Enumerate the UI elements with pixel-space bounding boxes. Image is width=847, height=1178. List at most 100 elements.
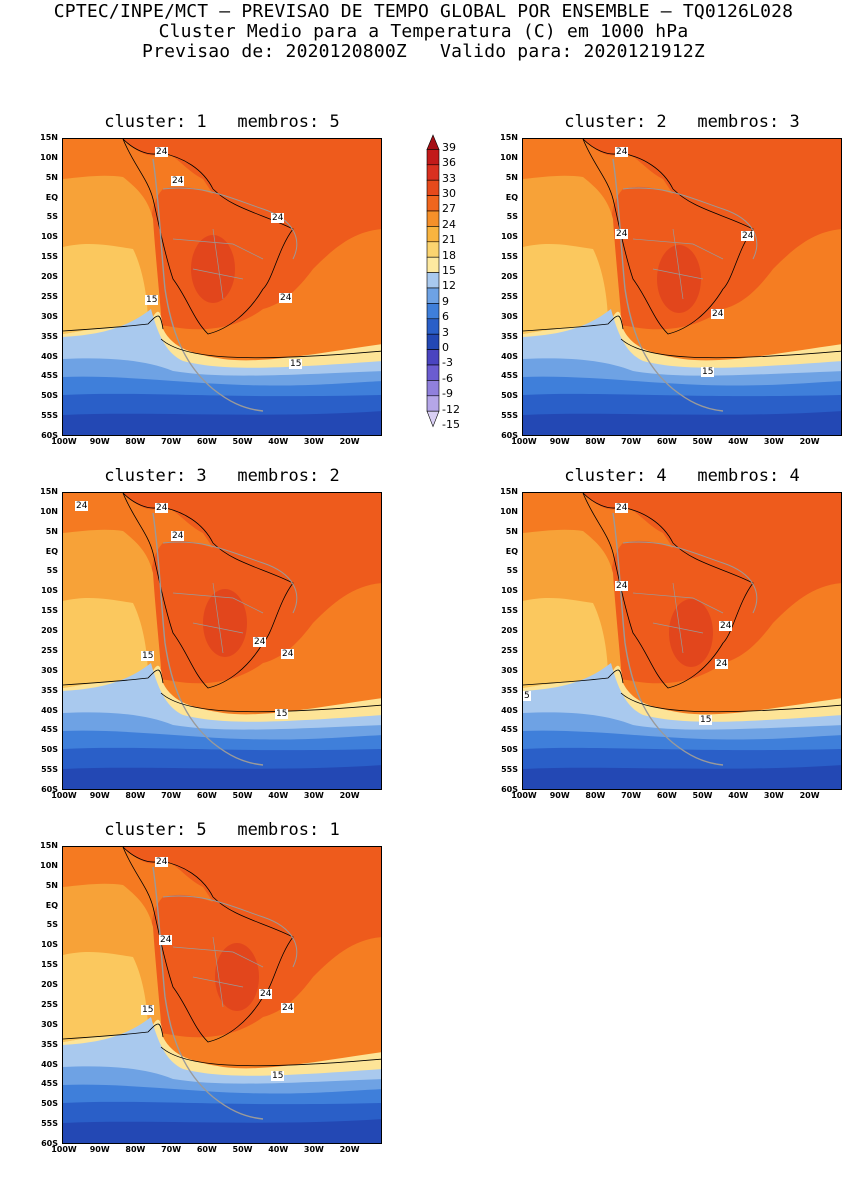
- lat-tick-label: 5S: [46, 566, 58, 576]
- lon-tick-label: 70W: [161, 791, 182, 800]
- lon-tick-label: 30W: [303, 1145, 324, 1154]
- lat-tick-label: 45S: [41, 1079, 58, 1089]
- colorbar-label: -15: [442, 417, 460, 431]
- lon-tick-label: 50W: [232, 437, 253, 446]
- lat-tick-label: 50S: [501, 391, 518, 401]
- contour-label: 24: [615, 581, 629, 591]
- lon-tick-label: 70W: [621, 437, 642, 446]
- lon-tick-label: 60W: [196, 1145, 217, 1154]
- lat-tick-label: 5N: [505, 526, 518, 536]
- map-area: 24 24 24 24 15 15: [62, 138, 382, 436]
- lon-tick-label: 40W: [268, 1145, 289, 1154]
- lon-tick-label: 90W: [549, 437, 570, 446]
- lat-tick-label: 20S: [41, 980, 58, 990]
- colorbar-label: -3: [442, 356, 453, 370]
- contour-label: 24: [615, 229, 629, 239]
- lon-tick-label: 50W: [232, 1145, 253, 1154]
- colorbar-label: 3: [442, 325, 449, 339]
- colorbar-label: 21: [442, 233, 456, 247]
- contour-label: 24: [75, 501, 89, 511]
- lon-tick-label: 80W: [585, 791, 606, 800]
- map-panel-3: cluster: 3 membros: 2 24 24 24 24 24 15 15 15N 1…: [22, 466, 422, 824]
- lon-tick-label: 20W: [799, 791, 820, 800]
- contour-label: 15: [141, 651, 155, 661]
- lat-tick-label: 25S: [41, 645, 58, 655]
- temperature-field: [63, 493, 381, 789]
- lat-tick-label: 15S: [41, 960, 58, 970]
- contour-label: 24: [711, 309, 725, 319]
- lat-tick-label: 15N: [40, 487, 58, 496]
- lat-tick-label: 5N: [505, 172, 518, 182]
- lat-tick-label: 60S: [41, 785, 58, 794]
- lat-tick-label: 20S: [501, 626, 518, 636]
- colorbar-label: 9: [442, 294, 449, 308]
- contour-label: 24: [279, 293, 293, 303]
- lat-tick-label: 55S: [41, 411, 58, 421]
- lat-tick-label: 40S: [41, 351, 58, 361]
- lon-tick-label: 40W: [728, 791, 749, 800]
- contour-label: 24: [719, 621, 733, 631]
- lat-tick-label: 15S: [501, 606, 518, 616]
- map-panel-2: cluster: 2 membros: 3 24 24 24 24 15 15N 10N 5N…: [482, 112, 847, 470]
- lon-tick-label: 30W: [763, 791, 784, 800]
- map-area: 24 24 24 24 5 15: [522, 492, 842, 790]
- contour-label: 24: [171, 531, 185, 541]
- lat-tick-label: 45S: [501, 371, 518, 381]
- contour-label: 24: [253, 637, 267, 647]
- map-panel-1: cluster: 1 membros: 5 24 24 24 24 15 15 15N 10N…: [22, 112, 422, 470]
- contour-label: 24: [155, 857, 169, 867]
- colorbar-label: -9: [442, 387, 453, 401]
- temperature-field: [523, 493, 841, 789]
- contour-label: 15: [699, 715, 713, 725]
- lat-tick-label: 20S: [41, 626, 58, 636]
- lat-tick-label: 15N: [40, 133, 58, 142]
- contour-label: 24: [615, 147, 629, 157]
- lat-tick-label: 30S: [41, 311, 58, 321]
- lon-tick-label: 100W: [51, 437, 77, 446]
- map-area: 24 24 24 24 15: [522, 138, 842, 436]
- lon-tick-label: 90W: [89, 437, 110, 446]
- colorbar-label: -6: [442, 371, 453, 385]
- contour-label: 24: [715, 659, 729, 669]
- lat-tick-label: 45S: [41, 725, 58, 735]
- lat-tick-label: 35S: [501, 685, 518, 695]
- contour-label: 24: [281, 649, 295, 659]
- lat-tick-label: 5S: [506, 212, 518, 222]
- lat-tick-label: 10S: [501, 232, 518, 242]
- lat-tick-label: 10N: [40, 506, 58, 516]
- contour-label: 24: [159, 935, 173, 945]
- lon-tick-label: 70W: [621, 791, 642, 800]
- contour-label: 24: [281, 1003, 295, 1013]
- lat-tick-label: 35S: [41, 331, 58, 341]
- lat-tick-label: 5S: [46, 212, 58, 222]
- map-area: 24 24 24 24 24 15 15: [62, 492, 382, 790]
- colorbar-label: 18: [442, 248, 456, 262]
- lat-tick-label: 15S: [501, 252, 518, 262]
- lon-tick-label: 60W: [656, 437, 677, 446]
- panel-title: cluster: 1 membros: 5: [104, 112, 340, 132]
- contour-label: 15: [701, 367, 715, 377]
- lat-tick-label: EQ: [505, 192, 518, 202]
- lon-tick-label: 20W: [799, 437, 820, 446]
- colorbar-label: 27: [442, 202, 456, 216]
- panel-title: cluster: 4 membros: 4: [564, 466, 800, 486]
- lat-tick-label: 5N: [45, 880, 58, 890]
- lon-tick-label: 90W: [89, 1145, 110, 1154]
- lon-tick-label: 20W: [339, 1145, 360, 1154]
- lon-tick-label: 90W: [89, 791, 110, 800]
- lat-tick-label: 35S: [41, 685, 58, 695]
- lat-tick-label: EQ: [45, 900, 58, 910]
- lat-tick-label: 60S: [41, 1139, 58, 1148]
- lon-tick-label: 30W: [763, 437, 784, 446]
- colorbar-label: 15: [442, 263, 456, 277]
- lon-tick-label: 50W: [232, 791, 253, 800]
- lat-tick-label: 10N: [500, 152, 518, 162]
- panel-title: cluster: 5 membros: 1: [104, 820, 340, 840]
- lon-tick-label: 20W: [339, 437, 360, 446]
- lat-tick-label: EQ: [505, 546, 518, 556]
- map-panel-4: cluster: 4 membros: 4 24 24 24 24 5 15 15N 10N 5…: [482, 466, 847, 824]
- temperature-field: [523, 139, 841, 435]
- colorbar-label: 12: [442, 279, 456, 293]
- lon-tick-label: 70W: [161, 1145, 182, 1154]
- panel-title: cluster: 2 membros: 3: [564, 112, 800, 132]
